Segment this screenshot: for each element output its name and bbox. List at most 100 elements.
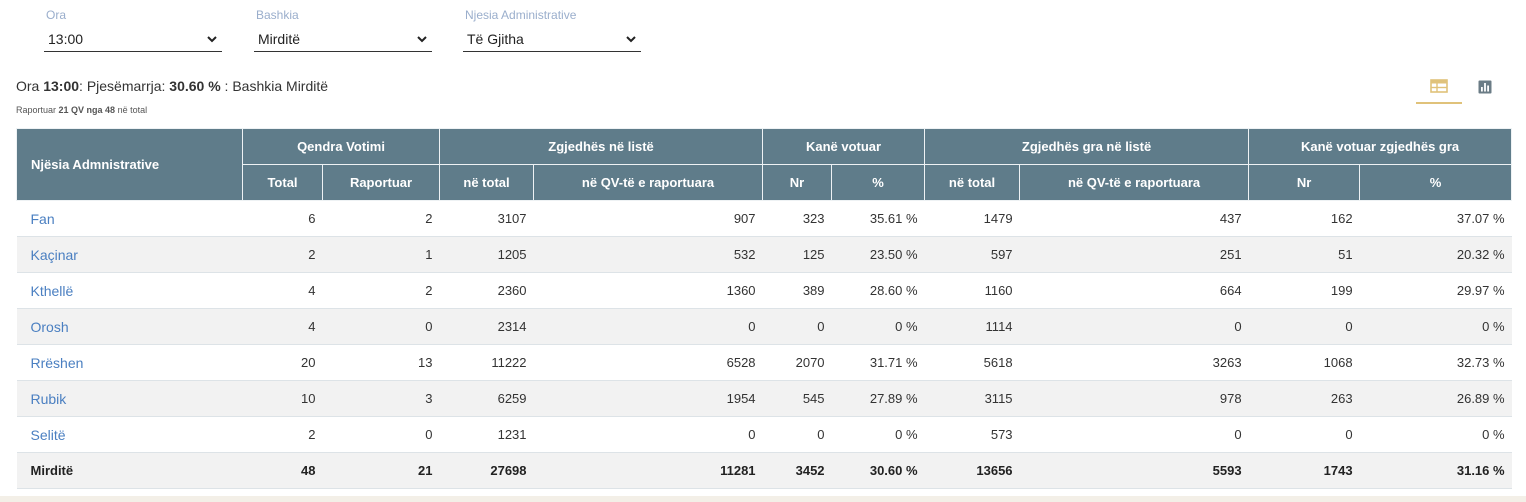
header-ne-total-gra[interactable]: në total	[924, 164, 1021, 201]
table-view-button[interactable]	[1416, 70, 1462, 104]
njesia-select[interactable]: Të Gjitha	[463, 26, 641, 52]
cell-ne-qv: 6528	[533, 344, 763, 381]
unit-name-link[interactable]: Fan	[16, 200, 243, 237]
table-row: Selitë 2 0 1231 0 0 0 % 573 0 0 0 %	[16, 416, 1512, 453]
cell-gra-qv: 0	[1019, 416, 1249, 453]
unit-name-link[interactable]: Rrëshen	[16, 344, 243, 381]
reported-prefix: Raportuar	[16, 105, 59, 115]
chart-view-button[interactable]	[1462, 70, 1508, 104]
header-zgjedhes: Zgjedhës në listë	[439, 128, 764, 165]
cell-gra-qv: 5593	[1019, 452, 1249, 489]
cell-total: 10	[242, 380, 323, 417]
cell-total: 4	[242, 272, 323, 309]
cell-nr: 3452	[762, 452, 832, 489]
cell-ne-total: 27698	[439, 452, 534, 489]
cell-gra-pct: 0 %	[1359, 308, 1512, 345]
cell-raportuar: 2	[322, 200, 440, 237]
table-total-row: Mirditë 48 21 27698 11281 3452 30.60 % 13656 559…	[16, 452, 1512, 489]
cell-total: 6	[242, 200, 323, 237]
cell-gra-qv: 251	[1019, 236, 1249, 273]
header-zgjedhes-gra: Zgjedhës gra në listë	[924, 128, 1250, 165]
cell-ne-total: 6259	[439, 380, 534, 417]
cell-ne-total: 2314	[439, 308, 534, 345]
cell-gra-pct: 29.97 %	[1359, 272, 1512, 309]
header-ne-qv-gra[interactable]: në QV-të e raportuara	[1019, 164, 1250, 201]
cell-ne-total: 1205	[439, 236, 534, 273]
table-row: Kthellë 4 2 2360 1360 389 28.60 % 1160 664 199 29.…	[16, 272, 1512, 309]
header-raportuar[interactable]: Raportuar	[321, 164, 441, 201]
header-total[interactable]: Total	[242, 164, 323, 201]
unit-name-link[interactable]: Orosh	[16, 308, 243, 345]
cell-nr: 389	[762, 272, 832, 309]
cell-nr: 545	[762, 380, 832, 417]
cell-gra-qv: 664	[1019, 272, 1249, 309]
cell-gra-nr: 1068	[1248, 344, 1360, 381]
unit-name-link[interactable]: Rubik	[16, 380, 243, 417]
header-pct[interactable]: %	[831, 164, 926, 201]
table-sub-header-row: Total Raportuar në total në QV-të e rapo…	[17, 164, 1513, 201]
results-table: Njësia Admnistrative Qendra Votimi Zgjed…	[16, 128, 1513, 489]
filter-ora-label: Ora	[46, 8, 67, 22]
cell-gra-total: 1114	[924, 308, 1020, 345]
bashkia-select-value: Mirditë	[258, 30, 301, 47]
filter-njesia-label: Njesia Administrative	[465, 8, 577, 22]
cell-gra-pct: 26.89 %	[1359, 380, 1512, 417]
cell-nr: 2070	[762, 344, 832, 381]
cell-nr: 0	[762, 308, 832, 345]
cell-raportuar: 3	[322, 380, 440, 417]
summary-prefix: Ora	[16, 78, 44, 94]
njesia-select-value: Të Gjitha	[467, 30, 524, 47]
header-nr[interactable]: Nr	[762, 164, 833, 201]
cell-total: 2	[242, 416, 323, 453]
reported-count: 21 QV nga 48	[58, 105, 116, 115]
cell-pct: 28.60 %	[831, 272, 925, 309]
header-njesia[interactable]: Njësia Admnistrative	[16, 128, 243, 201]
summary-mid: : Pjesëmarrja:	[79, 78, 170, 94]
cell-raportuar: 13	[322, 344, 440, 381]
table-icon	[1430, 79, 1448, 93]
cell-gra-nr: 162	[1248, 200, 1360, 237]
table-row: Fan 6 2 3107 907 323 35.61 % 1479 437 162 37.07 %	[16, 200, 1512, 237]
filter-njesia: Njesia Administrative Të Gjitha	[463, 8, 641, 52]
cell-total: 20	[242, 344, 323, 381]
cell-total: 48	[242, 452, 323, 489]
summary-suffix: : Bashkia Mirditë	[220, 78, 329, 94]
cell-gra-total: 5618	[924, 344, 1020, 381]
cell-gra-total: 1479	[924, 200, 1020, 237]
table-row: Kaçinar 2 1 1205 532 125 23.50 % 597 251 51 20.32 …	[16, 236, 1512, 273]
cell-ne-qv: 532	[533, 236, 763, 273]
table-group-header-row: Njësia Admnistrative Qendra Votimi Zgjed…	[16, 128, 1513, 201]
cell-gra-pct: 37.07 %	[1359, 200, 1512, 237]
cell-gra-qv: 3263	[1019, 344, 1249, 381]
unit-name-link[interactable]: Kaçinar	[16, 236, 243, 273]
bar-chart-icon	[1478, 80, 1492, 94]
total-row-name: Mirditë	[16, 452, 243, 489]
reported-suffix: në total	[115, 105, 148, 115]
cell-gra-nr: 0	[1248, 308, 1360, 345]
table-row: Rubik 10 3 6259 1954 545 27.89 % 3115 978 263 26.8…	[16, 380, 1512, 417]
header-ne-qv[interactable]: në QV-të e raportuara	[533, 164, 764, 201]
filter-bashkia: Bashkia Mirditë	[254, 8, 432, 52]
header-pct-gra[interactable]: %	[1359, 164, 1513, 201]
cell-gra-qv: 437	[1019, 200, 1249, 237]
bashkia-select[interactable]: Mirditë	[254, 26, 432, 52]
cell-pct: 35.61 %	[831, 200, 925, 237]
header-ne-total[interactable]: në total	[439, 164, 535, 201]
cell-gra-qv: 0	[1019, 308, 1249, 345]
cell-pct: 31.71 %	[831, 344, 925, 381]
ora-select[interactable]: 13:00	[44, 26, 222, 52]
filter-bar: Ora 13:00 Bashkia Mirditë Njesia Adminis…	[0, 8, 1526, 53]
cell-gra-pct: 20.32 %	[1359, 236, 1512, 273]
unit-name-link[interactable]: Selitë	[16, 416, 243, 453]
header-kane-votuar: Kanë votuar	[762, 128, 926, 165]
cell-gra-nr: 51	[1248, 236, 1360, 273]
unit-name-link[interactable]: Kthellë	[16, 272, 243, 309]
cell-gra-pct: 31.16 %	[1359, 452, 1512, 489]
cell-gra-total: 3115	[924, 380, 1020, 417]
header-nr-gra[interactable]: Nr	[1248, 164, 1361, 201]
cell-gra-nr: 199	[1248, 272, 1360, 309]
cell-raportuar: 0	[322, 416, 440, 453]
chevron-down-icon	[207, 35, 217, 42]
cell-gra-qv: 978	[1019, 380, 1249, 417]
cell-gra-pct: 0 %	[1359, 416, 1512, 453]
